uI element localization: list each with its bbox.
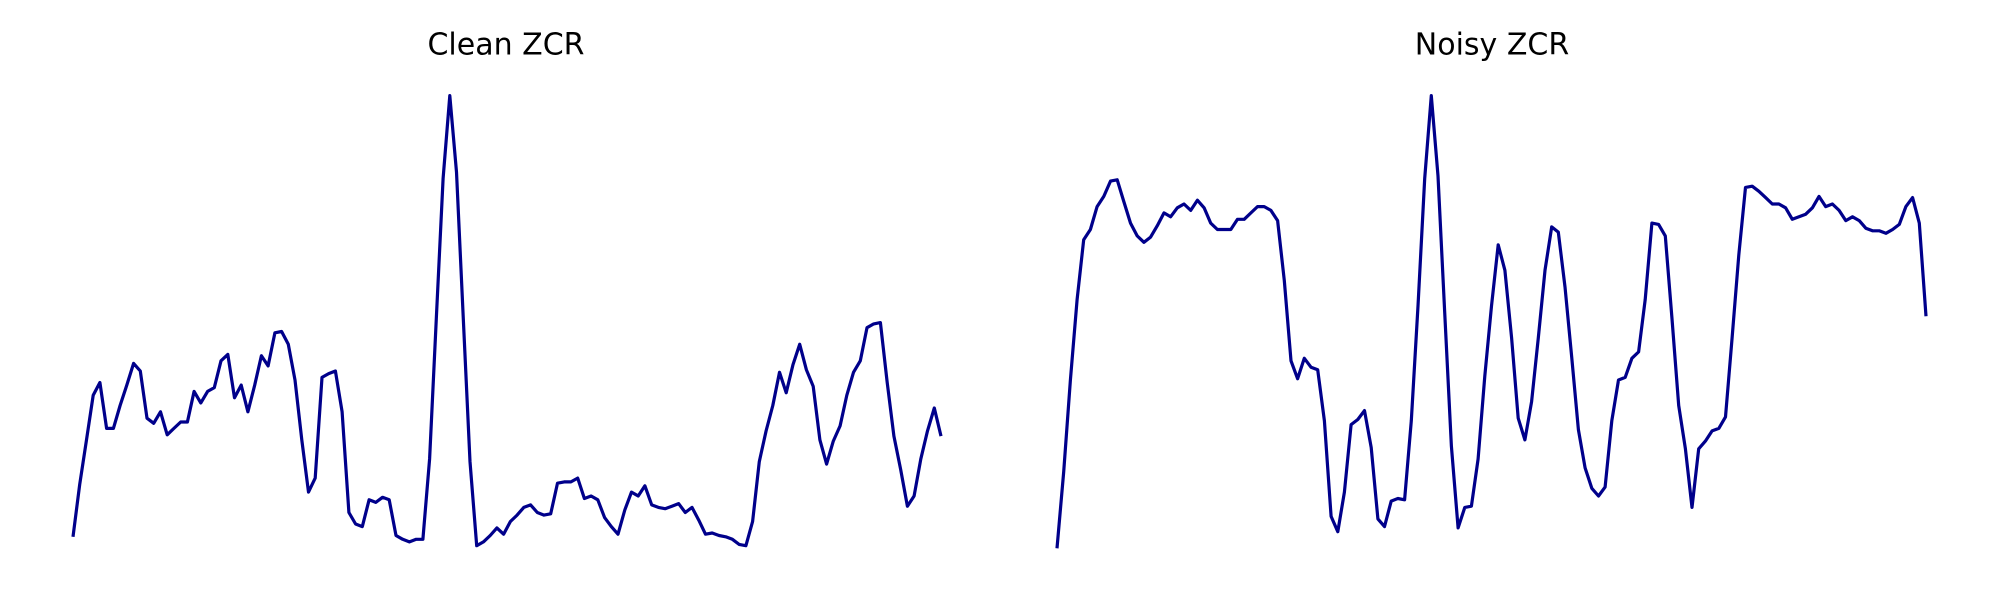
chart-title: Noisy ZCR <box>1415 28 1569 63</box>
line <box>1055 94 1928 549</box>
chart-title: Clean ZCR <box>427 28 584 63</box>
line <box>71 94 943 548</box>
